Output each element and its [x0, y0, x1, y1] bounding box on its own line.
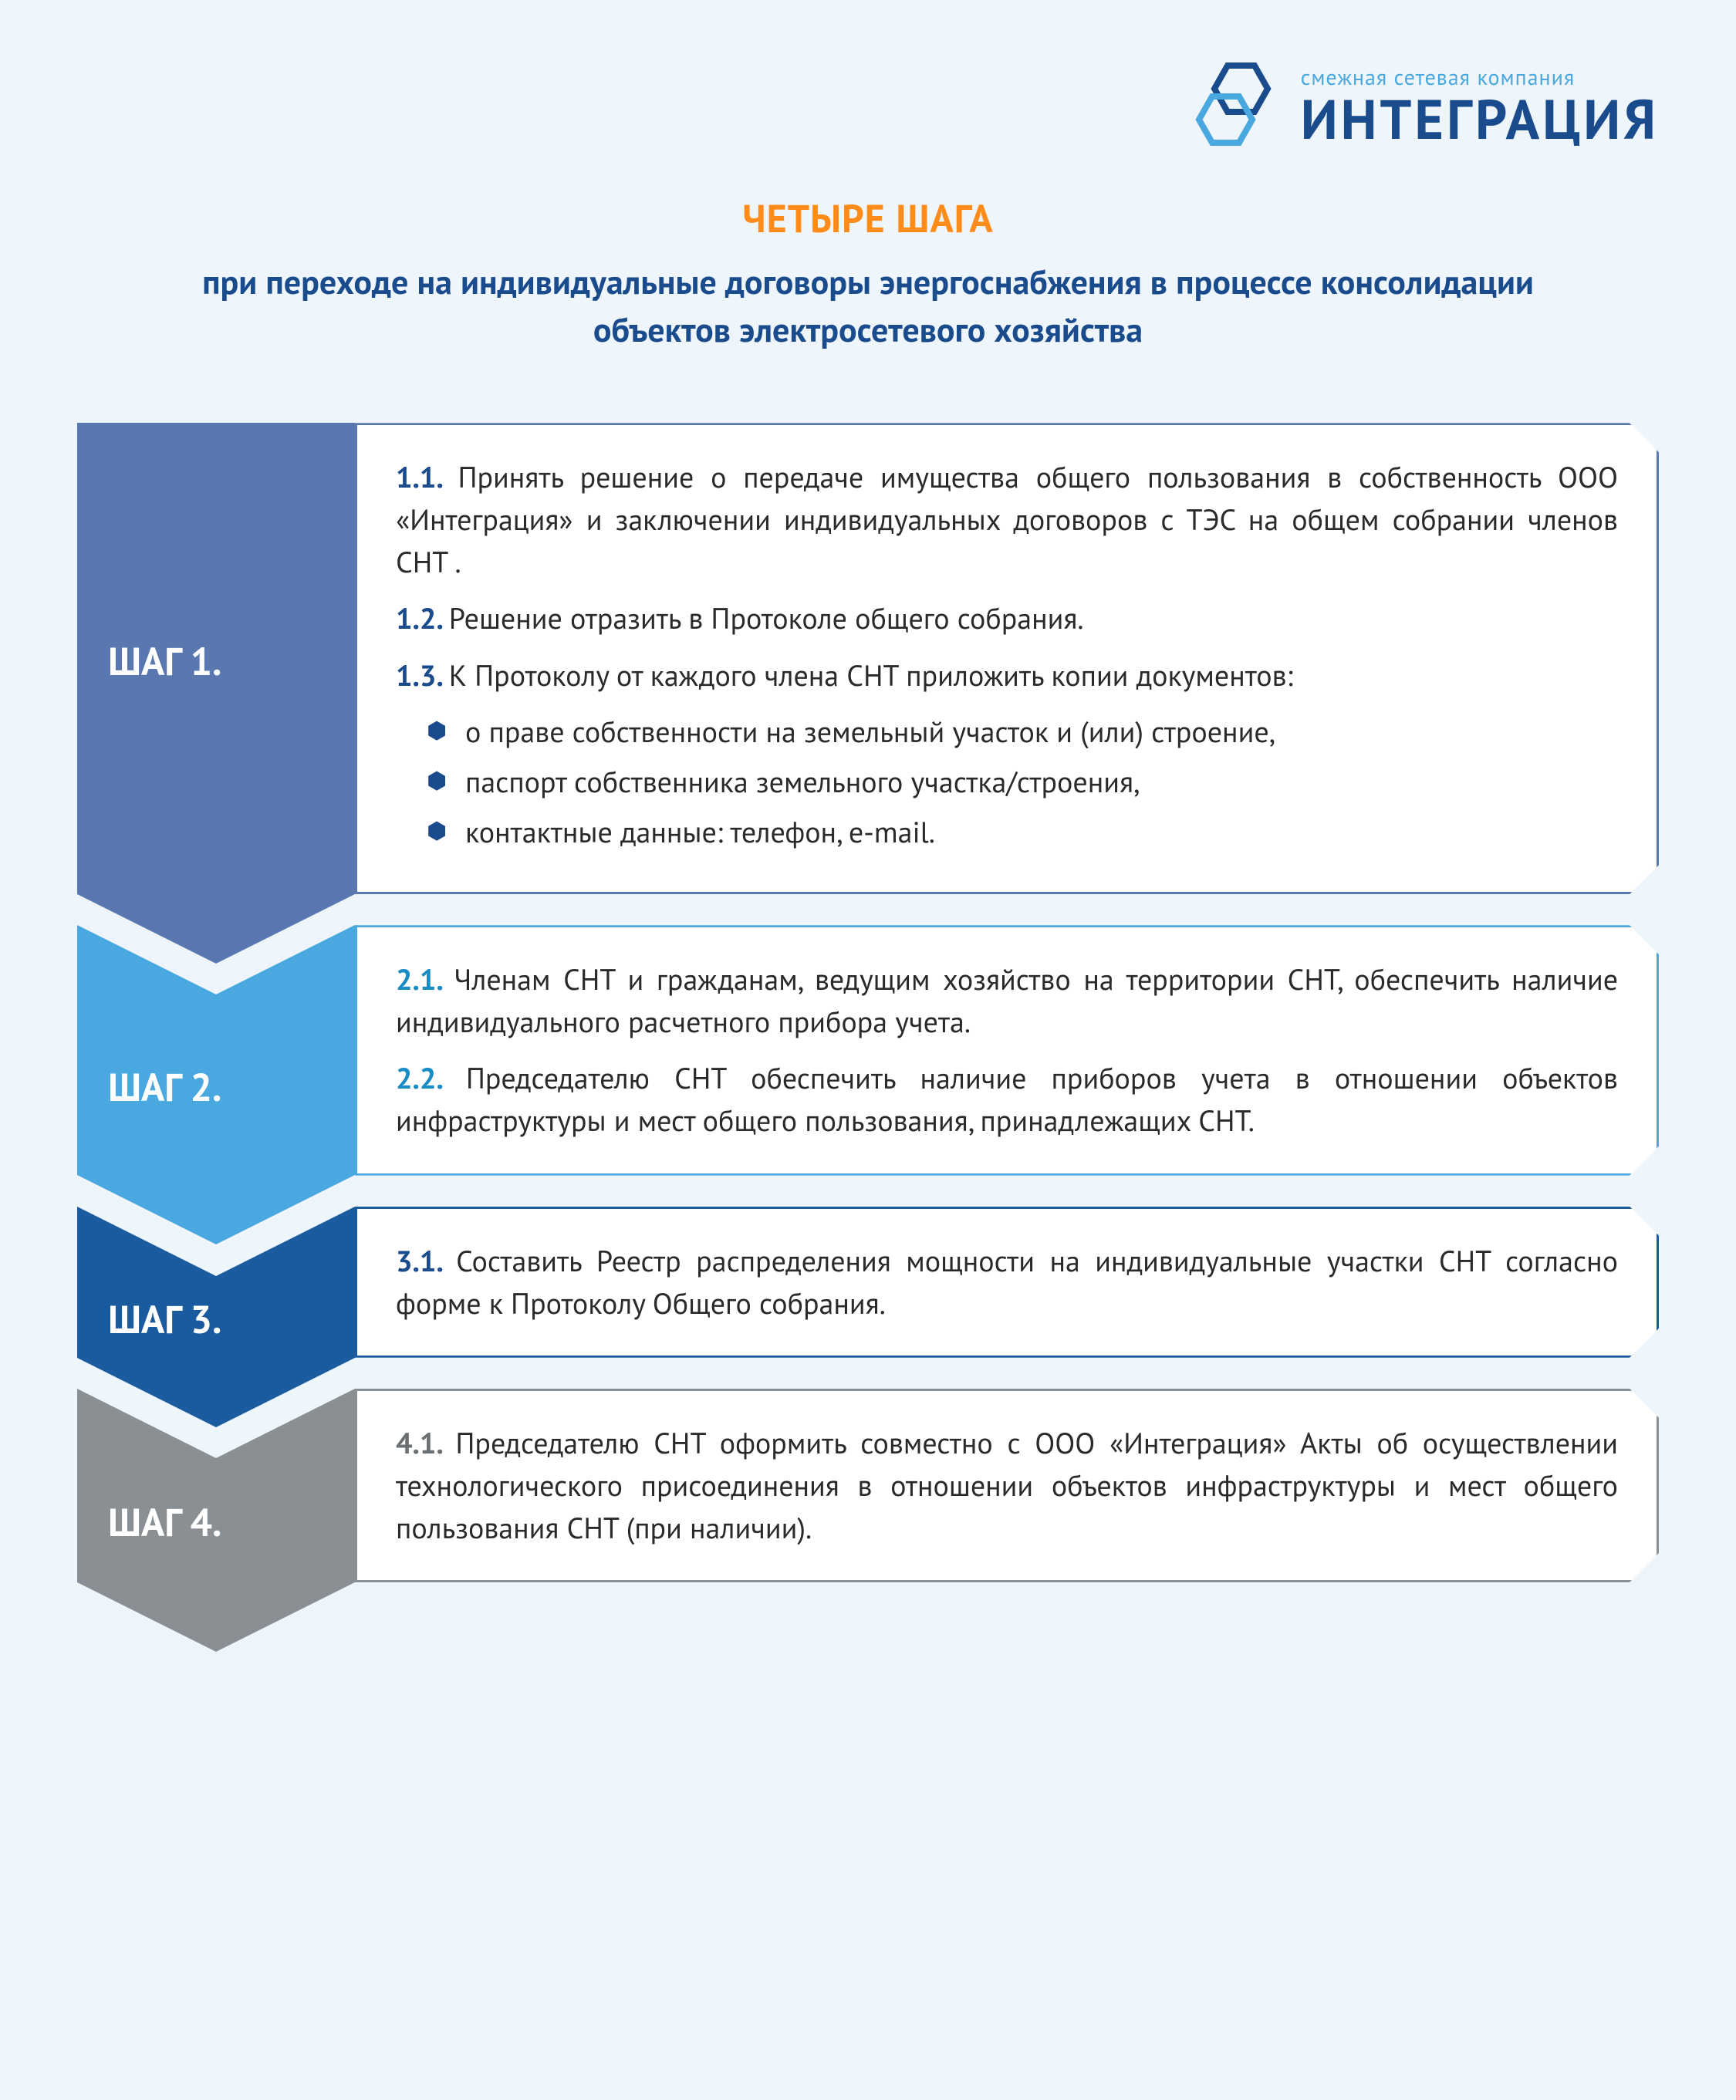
step-label: ШАГ 2. — [77, 1062, 339, 1112]
logo-hex-icon — [1193, 62, 1285, 147]
bullet-list: о праве собственности на земельный участ… — [396, 711, 1618, 853]
logo-name: ИНТЕГРАЦИЯ — [1301, 91, 1659, 147]
bullet-item: паспорт собственника земельного участка/… — [427, 761, 1618, 803]
step-content: 4.1. Председателю СНТ оформить совместно… — [355, 1389, 1659, 1582]
step-1: ШАГ 1. 1.1. Принять решение о передаче им… — [77, 423, 1659, 894]
step-4: ШАГ 4. 4.1. Председателю СНТ оформить сов… — [77, 1389, 1659, 1582]
title-block: ЧЕТЫРЕ ШАГА при переходе на индивидуальн… — [77, 193, 1659, 353]
steps-container: ШАГ 1. 1.1. Принять решение о передаче им… — [77, 423, 1659, 1582]
bullet-item: о праве собственности на земельный участ… — [427, 711, 1618, 753]
step-chevron: ШАГ 4. — [77, 1389, 355, 1582]
step-item: 1.1. Принять решение о передаче имуществ… — [396, 456, 1618, 583]
step-3: ШАГ 3. 3.1. Составить Реестр распределени… — [77, 1207, 1659, 1358]
step-label: ШАГ 1. — [77, 636, 339, 686]
step-item: 2.2. Председателю СНТ обеспечить наличие… — [396, 1057, 1618, 1142]
bullet-item: контактные данные: телефон, e-mail. — [427, 811, 1618, 853]
item-number: 1.3. — [396, 657, 449, 694]
logo-text: смежная сетевая компания ИНТЕГРАЦИЯ — [1301, 62, 1659, 147]
item-number: 4.1. — [396, 1424, 455, 1462]
item-number: 3.1. — [396, 1242, 456, 1280]
item-number: 1.2. — [396, 599, 449, 637]
step-2: ШАГ 2. 2.1. Членам СНТ и гражданам, ведущ… — [77, 925, 1659, 1175]
title-main: ЧЕТЫРЕ ШАГА — [170, 193, 1566, 243]
step-label: ШАГ 4. — [77, 1497, 339, 1547]
step-item: 3.1. Составить Реестр распределения мощн… — [396, 1240, 1618, 1325]
step-item: 1.3. К Протоколу от каждого члена СНТ пр… — [396, 654, 1618, 697]
step-content: 2.1. Членам СНТ и гражданам, ведущим хоз… — [355, 925, 1659, 1175]
title-subtitle: при переходе на индивидуальные договоры … — [170, 258, 1566, 353]
item-number: 2.2. — [396, 1059, 466, 1097]
step-chevron: ШАГ 1. — [77, 423, 355, 894]
step-chevron: ШАГ 2. — [77, 925, 355, 1175]
step-item: 4.1. Председателю СНТ оформить совместно… — [396, 1422, 1618, 1549]
item-number: 1.1. — [396, 458, 458, 496]
step-content: 3.1. Составить Реестр распределения мощн… — [355, 1207, 1659, 1358]
item-number: 2.1. — [396, 961, 454, 998]
step-item: 1.2. Решение отразить в Протоколе общего… — [396, 597, 1618, 640]
step-label: ШАГ 3. — [77, 1294, 339, 1344]
logo-block: смежная сетевая компания ИНТЕГРАЦИЯ — [77, 62, 1659, 147]
step-content: 1.1. Принять решение о передаче имуществ… — [355, 423, 1659, 894]
step-chevron: ШАГ 3. — [77, 1207, 355, 1358]
step-item: 2.1. Членам СНТ и гражданам, ведущим хоз… — [396, 958, 1618, 1043]
